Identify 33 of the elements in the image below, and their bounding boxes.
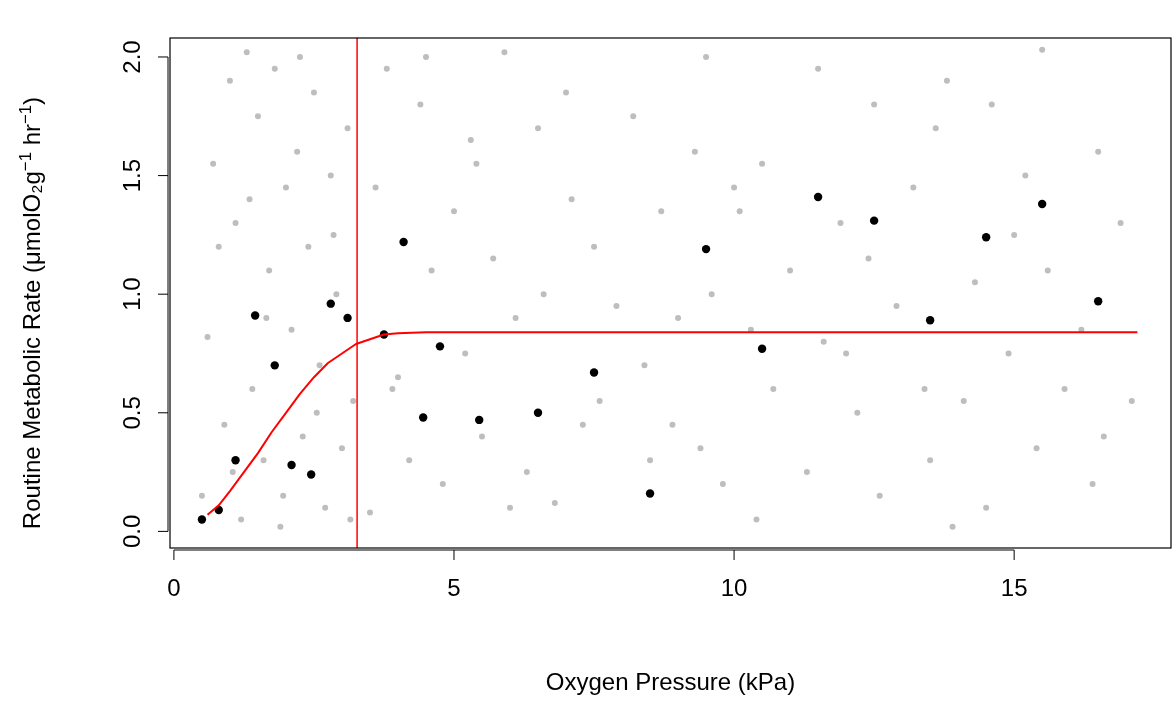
x-tick-label: 0: [167, 574, 181, 601]
x-axis-title: Oxygen Pressure (kPa): [545, 668, 796, 695]
point: [701, 244, 711, 254]
point: [399, 237, 408, 247]
x-tick-label: 5: [447, 574, 461, 601]
point: [287, 460, 296, 470]
point: [435, 342, 445, 351]
point: [231, 456, 240, 465]
y-tick-label: 2.0: [118, 40, 145, 74]
point: [757, 344, 767, 353]
point: [981, 233, 991, 242]
y-tick-label: 0.5: [118, 396, 145, 430]
point: [925, 316, 935, 325]
y-tick-label: 1.0: [118, 277, 145, 311]
point: [869, 216, 879, 225]
point: [250, 311, 260, 320]
point: [533, 408, 543, 417]
point: [326, 299, 335, 308]
y-tick-label: 1.5: [118, 158, 145, 193]
point: [306, 470, 316, 479]
point: [645, 489, 655, 498]
point: [197, 515, 207, 524]
point: [343, 313, 352, 323]
point: [270, 361, 279, 370]
point: [1093, 297, 1103, 306]
point: [475, 415, 484, 425]
y-tick-label: 0.0: [118, 514, 145, 549]
x-tick-label: 10: [720, 574, 748, 601]
x-tick-label: 15: [1000, 574, 1028, 601]
point: [418, 413, 428, 422]
point: [1037, 199, 1047, 209]
point: [813, 192, 823, 202]
point: [589, 368, 599, 377]
